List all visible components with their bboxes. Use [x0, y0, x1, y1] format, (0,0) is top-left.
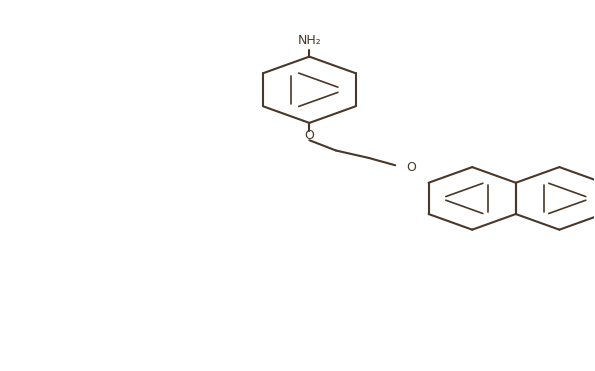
Text: O: O: [406, 161, 416, 174]
Text: NH₂: NH₂: [298, 35, 321, 47]
Text: O: O: [305, 129, 314, 142]
